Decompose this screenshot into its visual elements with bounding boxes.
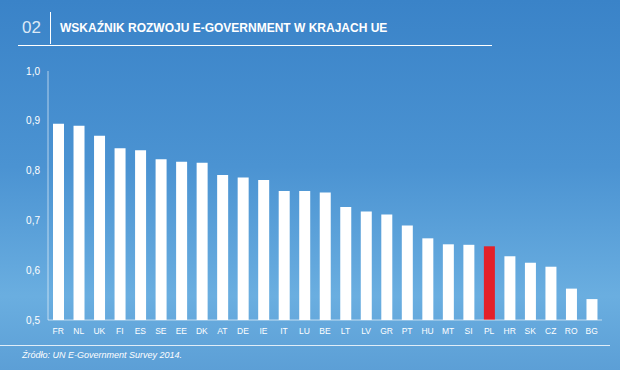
svg-text:LU: LU [299,326,310,336]
svg-text:GR: GR [380,326,393,336]
svg-text:FR: FR [53,326,64,336]
svg-text:SK: SK [525,326,537,336]
svg-text:IT: IT [280,326,288,336]
svg-text:SE: SE [155,326,167,336]
svg-text:PL: PL [484,326,495,336]
svg-text:1,0: 1,0 [26,66,40,77]
html-text:WSKAŹNIK ROZWOJU E-GOVERNMENT: WSKAŹNIK ROZWOJU E-GOVERNMENT W KRAJACH … [60,21,388,35]
svg-text:0,5: 0,5 [26,315,40,326]
svg-text:LV: LV [361,326,371,336]
svg-text:IE: IE [259,326,267,336]
svg-text:BE: BE [319,326,331,336]
svg-text:ES: ES [135,326,147,336]
svg-text:EE: EE [176,326,188,336]
svg-text:FI: FI [116,326,124,336]
svg-text:HR: HR [504,326,516,336]
svg-text:0,9: 0,9 [26,115,40,126]
svg-text:BG: BG [586,326,598,336]
svg-text:DK: DK [196,326,208,336]
svg-text:SI: SI [465,326,473,336]
html-text:Źródło: UN E-Government Survey: Źródło: UN E-Government Survey 2014. [22,350,183,360]
svg-text:CZ: CZ [545,326,556,336]
svg-text:UK: UK [93,326,105,336]
svg-text:DE: DE [237,326,249,336]
svg-text:0,7: 0,7 [26,215,40,226]
svg-text:0,6: 0,6 [26,265,40,276]
svg-text:HU: HU [421,326,433,336]
svg-text:LT: LT [341,326,350,336]
svg-text:AT: AT [217,326,227,336]
svg-text:0,8: 0,8 [26,165,40,176]
svg-text:RO: RO [565,326,578,336]
svg-text:PT: PT [402,326,413,336]
svg-text:MT: MT [442,326,454,336]
svg-text:NL: NL [73,326,84,336]
html-text:02: 02 [22,18,41,37]
